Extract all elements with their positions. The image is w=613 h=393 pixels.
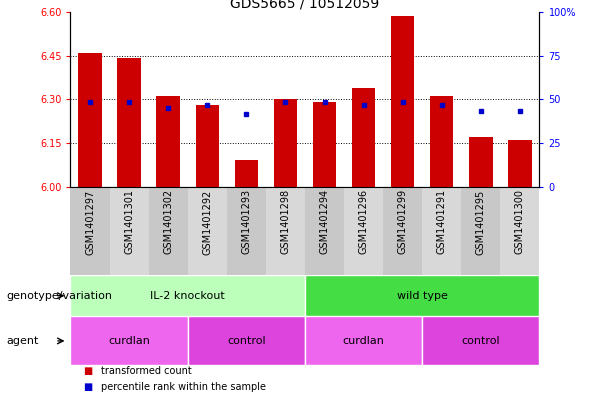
Bar [110, 187, 149, 275]
Bar [118, 59, 141, 187]
Text: ■: ■ [83, 382, 92, 392]
Bar [391, 16, 414, 187]
Text: GSM1401300: GSM1401300 [515, 189, 525, 254]
Text: GSM1401301: GSM1401301 [124, 189, 134, 254]
Bar [266, 187, 305, 275]
Bar [383, 187, 422, 275]
Text: control: control [227, 336, 265, 346]
Bar [508, 140, 531, 187]
Text: control: control [462, 336, 500, 346]
Text: GSM1401298: GSM1401298 [280, 189, 291, 254]
Text: wild type: wild type [397, 291, 447, 301]
Text: GSM1401297: GSM1401297 [85, 189, 95, 255]
Bar [196, 105, 219, 187]
Bar [227, 187, 266, 275]
Bar [422, 187, 462, 275]
Bar [149, 187, 188, 275]
Text: IL-2 knockout: IL-2 knockout [150, 291, 225, 301]
Bar [78, 53, 102, 187]
Bar [70, 187, 110, 275]
Bar [274, 99, 297, 187]
Text: curdlan: curdlan [108, 336, 150, 346]
Bar [156, 96, 180, 187]
Text: GSM1401299: GSM1401299 [398, 189, 408, 254]
Text: transformed count: transformed count [101, 365, 192, 376]
Bar [462, 187, 500, 275]
Bar [235, 160, 258, 187]
Bar [70, 316, 188, 365]
Bar [188, 316, 305, 365]
Text: GSM1401292: GSM1401292 [202, 189, 212, 255]
Text: GSM1401294: GSM1401294 [319, 189, 330, 254]
Bar [469, 137, 493, 187]
Text: agent: agent [6, 336, 39, 346]
Text: GSM1401295: GSM1401295 [476, 189, 486, 255]
Text: GSM1401291: GSM1401291 [436, 189, 447, 254]
Bar [188, 187, 227, 275]
Text: GSM1401293: GSM1401293 [242, 189, 251, 254]
Text: percentile rank within the sample: percentile rank within the sample [101, 382, 266, 392]
Bar [500, 187, 539, 275]
Bar [305, 316, 422, 365]
Bar [70, 275, 305, 316]
Bar [422, 316, 539, 365]
Text: ■: ■ [83, 365, 92, 376]
Bar [305, 275, 539, 316]
Title: GDS5665 / 10512059: GDS5665 / 10512059 [230, 0, 379, 11]
Bar [430, 96, 454, 187]
Text: genotype/variation: genotype/variation [6, 291, 112, 301]
Bar [313, 102, 336, 187]
Text: GSM1401296: GSM1401296 [359, 189, 368, 254]
Bar [305, 187, 344, 275]
Text: curdlan: curdlan [343, 336, 384, 346]
Bar [344, 187, 383, 275]
Text: GSM1401302: GSM1401302 [163, 189, 173, 254]
Bar [352, 88, 375, 187]
